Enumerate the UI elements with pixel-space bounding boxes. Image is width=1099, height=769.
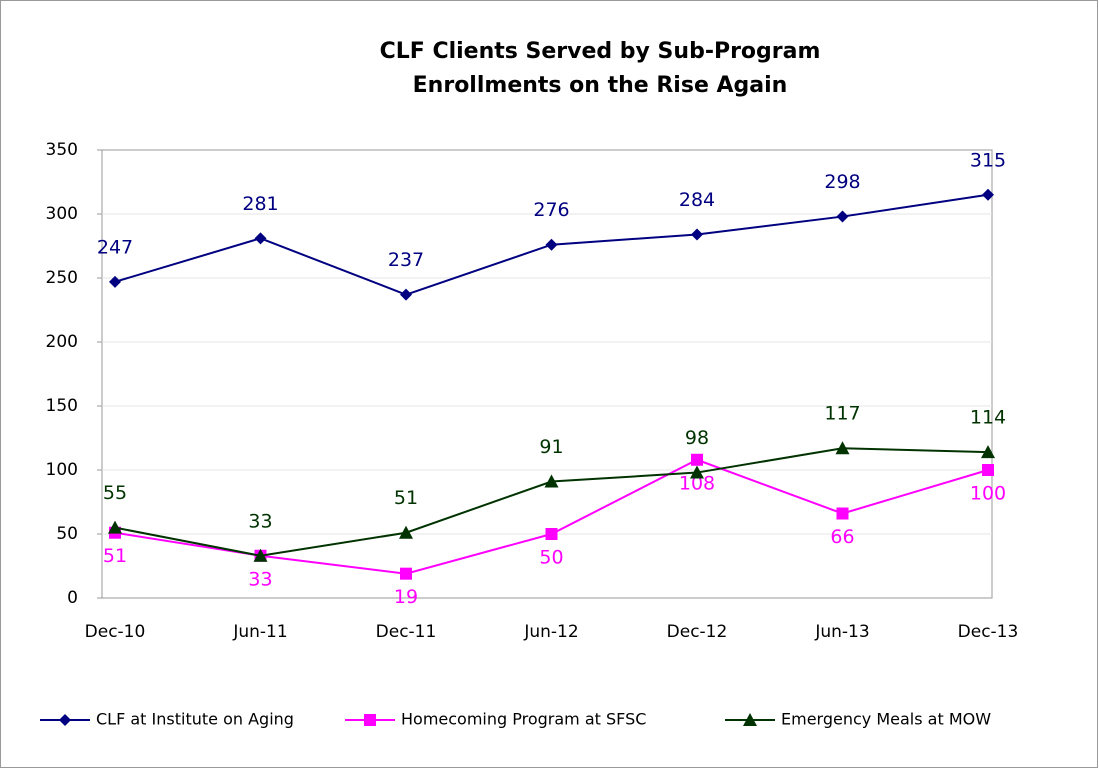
data-label: 98 (685, 427, 709, 449)
data-label: 114 (970, 407, 1006, 429)
marker (836, 210, 849, 223)
y-tick-label: 250 (46, 268, 78, 288)
data-label: 91 (539, 436, 563, 458)
chart-title: CLF Clients Served by Sub-Program (380, 39, 821, 64)
legend-label: CLF at Institute on Aging (96, 710, 294, 729)
marker (364, 714, 376, 726)
data-label: 281 (242, 193, 278, 215)
data-label: 315 (970, 149, 1006, 171)
marker (253, 548, 268, 562)
plot-area (101, 149, 993, 599)
marker (108, 520, 122, 534)
x-tick-label: Jun-12 (523, 622, 578, 642)
marker (254, 232, 267, 245)
data-label: 284 (679, 189, 715, 211)
y-tick-label: 0 (67, 588, 78, 608)
data-label: 117 (824, 403, 860, 425)
marker (545, 528, 558, 540)
marker (982, 464, 994, 476)
data-label: 51 (103, 545, 127, 567)
data-label: 276 (533, 199, 569, 221)
marker (691, 228, 703, 241)
marker (400, 567, 412, 580)
marker (835, 441, 850, 455)
data-label: 66 (830, 526, 854, 548)
marker (982, 188, 994, 201)
data-label: 19 (394, 586, 418, 608)
marker (544, 474, 559, 488)
data-label: 237 (388, 249, 424, 271)
data-label: 33 (248, 568, 272, 590)
data-label: 51 (394, 487, 418, 509)
data-label: 50 (539, 547, 563, 569)
x-tick-label: Dec-13 (958, 622, 1019, 642)
y-tick-label: 350 (46, 140, 78, 160)
marker (691, 453, 703, 466)
x-tick-label: Dec-11 (376, 622, 437, 642)
data-label: 33 (248, 510, 272, 532)
legend-label: Homecoming Program at SFSC (401, 710, 646, 729)
x-tick-label: Dec-12 (667, 622, 728, 642)
marker (400, 288, 412, 301)
x-tick-label: Jun-11 (232, 622, 287, 642)
data-label: 100 (970, 483, 1006, 505)
marker (981, 445, 995, 459)
data-label: 108 (679, 472, 715, 494)
chart-subtitle: Enrollments on the Rise Again (413, 73, 788, 98)
y-tick-label: 200 (46, 332, 78, 352)
x-tick-label: Jun-13 (814, 622, 869, 642)
y-tick-label: 50 (56, 524, 78, 544)
y-tick-label: 300 (46, 204, 78, 224)
marker (109, 275, 121, 288)
marker (690, 465, 704, 479)
marker (399, 525, 413, 539)
marker (743, 713, 757, 726)
y-tick-label: 150 (46, 396, 78, 416)
marker (836, 507, 849, 520)
data-label: 247 (97, 236, 133, 258)
marker (545, 238, 558, 251)
data-label: 55 (103, 482, 127, 504)
y-tick-label: 100 (46, 460, 78, 480)
x-tick-label: Dec-10 (85, 622, 146, 642)
data-label: 298 (824, 171, 860, 193)
legend-label: Emergency Meals at MOW (781, 710, 991, 729)
marker (59, 714, 71, 726)
